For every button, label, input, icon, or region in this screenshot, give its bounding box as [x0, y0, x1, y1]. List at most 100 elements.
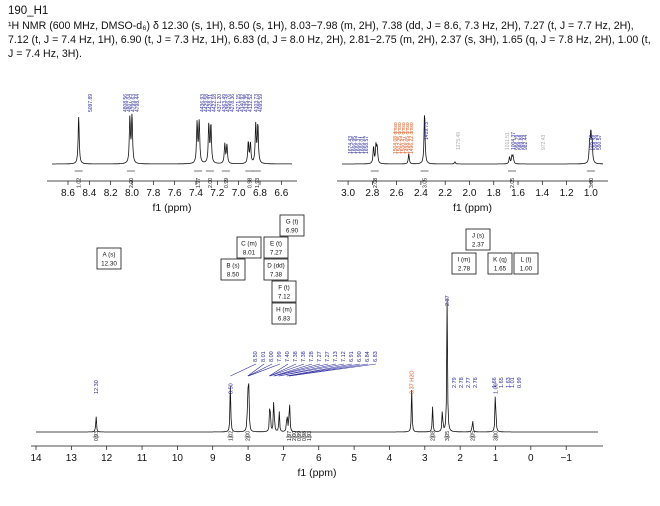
assignment-box	[487, 252, 513, 275]
assignment-value: 7.38	[270, 272, 283, 279]
inset-aromatic-peak-label: 4271.15	[236, 94, 242, 112]
inset-aromatic-peak-label: 4422.18	[212, 94, 218, 112]
inset-aliphatic-xlabel: f1 (ppm)	[453, 202, 492, 214]
assignment-box	[451, 252, 477, 275]
inset-aromatic-peak-label: 4807.04	[127, 94, 133, 112]
inset-aromatic-peak-label: 4436.93	[200, 94, 206, 112]
assignment-value: 12.30	[101, 261, 117, 268]
inset-aliphatic-peak-label: 1666.95	[352, 136, 358, 154]
inset-aliphatic-solvent-label: 1496.22 dmso	[409, 122, 415, 154]
inset-aromatic-tick-label: 7.2	[210, 188, 224, 199]
full-spectrum-shift-label: 1.63	[506, 377, 512, 388]
inset-aliphatic-peak-label: 605.68	[589, 134, 595, 150]
inset-aliphatic-tick-label: 2.2	[438, 188, 452, 199]
full-spectrum-shift-label: 8.50	[253, 351, 259, 362]
full-spectrum-tick-label: 10	[172, 453, 184, 464]
full-spectrum-shift-label: 8.00	[269, 351, 275, 362]
inset-aromatic-peak-label: 4799.63	[131, 94, 137, 112]
inset-aromatic-peak-label: 4278.36	[230, 94, 236, 112]
assignment-label: G (t)	[286, 219, 299, 226]
full-spectrum-label-connector	[247, 363, 273, 377]
assignment-label: C (m)	[241, 241, 257, 248]
full-spectrum-label-connector	[247, 363, 265, 377]
full-spectrum-label-connector	[279, 363, 345, 377]
inset-aliphatic-tick-label: 1.2	[560, 188, 574, 199]
inset-aromatic-peak-label: 4363.49	[222, 94, 228, 112]
full-spectrum-shift-label: 7.38	[293, 351, 299, 362]
inset-aromatic-integral: 2.00	[208, 178, 214, 188]
full-spectrum-shift-label: 6.83	[373, 351, 379, 362]
full-spectrum-integral: 3.05	[445, 431, 451, 441]
full-spectrum-integral: 1.97	[287, 431, 293, 441]
full-spectrum-integral: 2.05	[471, 431, 477, 441]
assignment-value: 6.90	[286, 228, 299, 235]
full-spectrum-tick-label: 4	[387, 453, 393, 464]
inset-aromatic-integral: 1.93	[255, 178, 261, 188]
full-spectrum-integral: 1.93	[307, 431, 313, 441]
assignment-label: D (dd)	[267, 263, 285, 270]
full-spectrum-tick-label: 6	[316, 453, 322, 464]
inset-aliphatic-tick-label: 2.8	[365, 188, 379, 199]
full-spectrum-integral: 0.98	[302, 431, 308, 441]
assignment-label: H (m)	[276, 307, 292, 314]
inset-aromatic-tick-label: 7.6	[168, 188, 182, 199]
inset-aliphatic-grey-label: 1011.51	[505, 132, 511, 150]
full-spectrum-integral: 2.00	[246, 431, 252, 441]
full-spectrum-shift-label: 7.38	[301, 351, 307, 362]
full-spectrum-label-connector	[286, 363, 361, 377]
full-spectrum-peak-label: 8.50	[228, 383, 234, 394]
full-spectrum-shift-label: 7.28	[309, 351, 315, 362]
inset-aromatic-peak-label: 4135.35	[244, 94, 250, 112]
full-spectrum-integral: 2.00	[292, 431, 298, 441]
full-spectrum-shift-label: 1.66	[492, 377, 498, 388]
full-spectrum-integral: 1.02	[228, 431, 234, 441]
full-spectrum-shift-label: 2.79	[452, 377, 458, 388]
full-spectrum-label-connector	[230, 363, 257, 377]
full-spectrum-label-connector	[273, 363, 313, 377]
inset-aromatic-peak-label: 4429.58	[204, 94, 210, 112]
assignment-box	[513, 252, 539, 275]
inset-aromatic-integral: 1.02	[77, 178, 83, 188]
inset-aromatic-tick-label: 7.8	[146, 188, 160, 199]
inset-aliphatic-solvent-label: 1502.25 dmso	[397, 122, 403, 154]
full-spectrum-label-connector	[273, 363, 329, 377]
inset-aliphatic-integral: 2.08	[373, 178, 379, 188]
assignment-label: I (m)	[458, 257, 471, 264]
full-spectrum-shift-label: 2.77	[466, 377, 472, 388]
inset-aliphatic-peak-label: 1658.57	[364, 136, 370, 154]
inset-aliphatic-tick-label: 1.0	[584, 188, 598, 199]
full-spectrum-xlabel: f1 (ppm)	[297, 467, 336, 479]
inset-aromatic-tick-label: 8.0	[125, 188, 139, 199]
full-spectrum-shift-label: 2.76	[473, 377, 479, 388]
full-spectrum-tick-label: 2	[457, 453, 463, 464]
assignment-box	[279, 214, 305, 237]
inset-aromatic-peak-label: 4428.31	[208, 94, 214, 112]
assignment-label: K (q)	[493, 257, 507, 264]
inset-aliphatic-integral: 3.00	[589, 178, 595, 188]
full-spectrum-tick-label: 12	[101, 453, 113, 464]
inset-aromatic-peak-label: 4808.56	[123, 94, 129, 112]
inset-aromatic-trace	[52, 113, 292, 165]
inset-aromatic-tick-label: 7.4	[189, 188, 203, 199]
full-spectrum-tick-label: −1	[560, 453, 572, 464]
inset-aromatic-xlabel: f1 (ppm)	[152, 202, 191, 214]
full-spectrum-shift-label: 7.99	[277, 351, 283, 362]
sample-id: 190_H1	[8, 5, 49, 17]
full-spectrum-shift-label: 7.27	[325, 351, 331, 362]
full-spectrum-shift-label: 1.01	[510, 377, 516, 388]
inset-aromatic-tick-label: 8.6	[61, 188, 75, 199]
full-spectrum-integral: 2.08	[431, 431, 437, 441]
assignment-box	[263, 258, 289, 281]
inset-aliphatic-tick-label: 2.0	[463, 188, 477, 199]
full-spectrum-shift-label: 7.27	[317, 351, 323, 362]
inset-aliphatic-grey-label: 972.43	[541, 134, 547, 150]
inset-aliphatic-peak-label: 996.79	[515, 134, 521, 150]
full-spectrum-shift-label: 7.13	[333, 351, 339, 362]
inset-aliphatic-peak-label: 598.36	[593, 134, 599, 150]
assignment-value: 1.00	[520, 266, 533, 273]
inset-aromatic-peak-label: 4103.73	[254, 94, 260, 112]
assignment-box	[263, 236, 289, 259]
full-spectrum-shift-label: 6.91	[349, 351, 355, 362]
assignment-box	[96, 247, 122, 270]
